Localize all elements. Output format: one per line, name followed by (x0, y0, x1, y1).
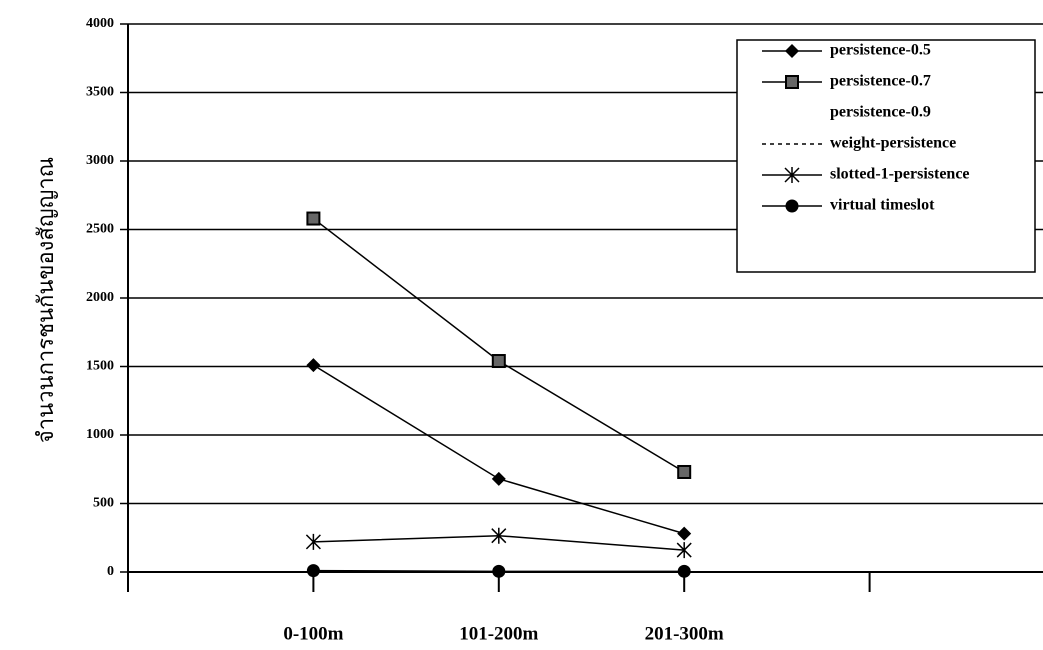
chart: จำนวนการชนกันของสัญญาณ 0 500 1000 1500 2000 2… (0, 0, 1043, 650)
data-point (678, 466, 690, 478)
y-tick-label: 2500 (86, 222, 114, 237)
data-point (492, 472, 506, 486)
y-tick-label: 3500 (86, 85, 114, 100)
data-point (307, 213, 319, 225)
data-point (677, 527, 691, 541)
y-tick-label: 4000 (86, 16, 114, 31)
legend-label: persistence-0.5 (830, 42, 931, 59)
y-tick-label: 1000 (86, 427, 114, 442)
y-tick-label: 0 (107, 564, 114, 579)
legend-label: weight-persistence (830, 135, 956, 152)
series-line (313, 365, 684, 534)
data-point (678, 565, 691, 578)
legend: persistence-0.5 persistence-0.7 persistenc… (737, 40, 1035, 272)
legend-marker (786, 200, 799, 213)
x-tick-label: 0-100m (283, 623, 343, 644)
legend-label: persistence-0.9 (830, 104, 931, 121)
legend-marker (786, 76, 798, 88)
series-line (313, 219, 684, 472)
x-tick-label: 101-200m (459, 623, 538, 644)
legend-label: persistence-0.7 (830, 73, 931, 90)
legend-label: virtual timeslot (830, 197, 935, 214)
x-tick-label: 201-300m (645, 623, 724, 644)
y-tick-label: 2000 (86, 290, 114, 305)
data-point (307, 564, 320, 577)
y-tick-label: 1500 (86, 359, 114, 374)
y-tick-label: 3000 (86, 153, 114, 168)
y-tick-label: 500 (93, 496, 114, 511)
data-point (492, 565, 505, 578)
data-point (493, 355, 505, 367)
legend-label: slotted-1-persistence (830, 166, 970, 183)
data-point (306, 358, 320, 372)
y-axis-label: จำนวนการชนกันของสัญญาณ (33, 157, 58, 443)
